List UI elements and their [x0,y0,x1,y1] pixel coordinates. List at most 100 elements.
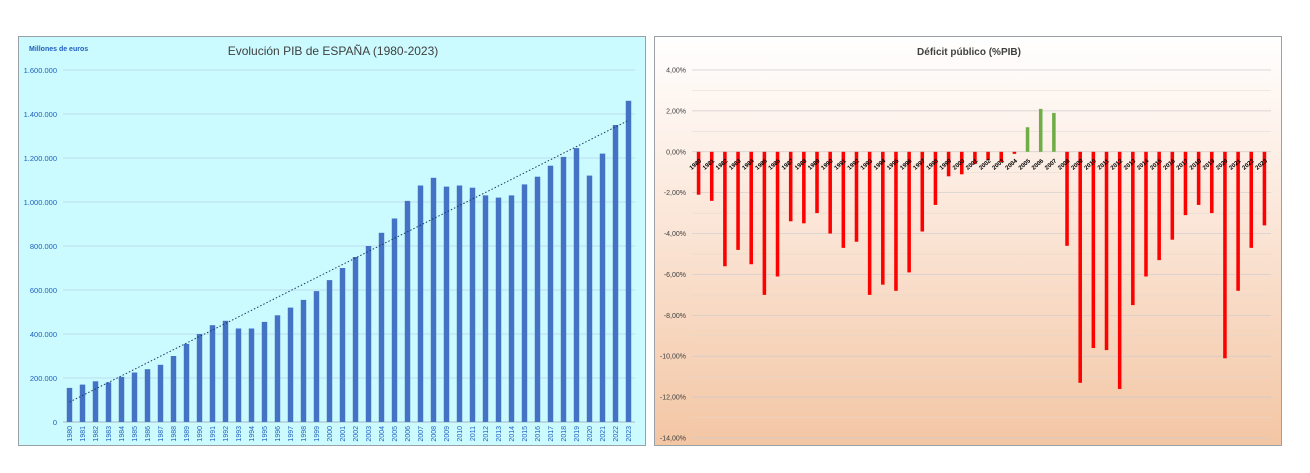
gdp-y-tick-label: 1.400.000 [24,110,57,119]
gdp-bar [79,384,86,422]
gdp-bar [625,100,632,423]
gdp-x-tick-label: 2009 [444,426,451,442]
deficit-bar [894,151,898,291]
gdp-y-tick-label: 600.000 [30,286,57,295]
gdp-bar [300,299,307,422]
deficit-y-tick-label: 2,00% [666,108,686,115]
gdp-chart: Evolución PIB de ESPAÑA (1980-2023) Millo… [24,44,635,442]
gdp-x-tick-label: 2005 [392,426,399,442]
deficit-bar [920,151,925,232]
deficit-bar [1091,151,1096,349]
gdp-x-tick-label: 2017 [548,426,555,442]
gdp-x-tick-label: 2000 [327,426,334,442]
deficit-bar [815,151,819,214]
deficit-x-tick-label: 1993 [860,158,875,172]
deficit-x-tick-label: 2005 [1018,158,1033,172]
gdp-x-tick-label: 1997 [288,426,295,442]
deficit-bar [1052,112,1056,152]
gdp-x-tick-label: 2021 [600,426,607,442]
gdp-bar [183,343,190,422]
gdp-bar [209,325,216,422]
deficit-bar [1183,151,1188,216]
deficit-y-tick-label: -6,00% [664,272,686,279]
gdp-bar [469,187,476,422]
gdp-bar [599,153,606,422]
deficit-bar [775,151,780,277]
deficit-y-tick-label: 4,00% [666,68,686,75]
gdp-bar [586,175,593,422]
gdp-bar [313,291,320,422]
gdp-x-tick-label: 2020 [587,426,594,442]
deficit-bar [696,151,701,195]
gdp-bar [534,176,541,422]
deficit-x-tick-label: 1989 [807,158,822,172]
deficit-x-tick-label: 1992 [847,158,862,172]
gdp-x-tick-label: 2006 [405,426,412,442]
gdp-y-tick-label: 0 [53,418,57,427]
gdp-bar [248,328,255,422]
deficit-bar [999,151,1004,162]
deficit-x-tick-label: 1980 [689,158,704,172]
gdp-bar [66,387,73,422]
gdp-bar [573,148,580,422]
deficit-x-tick-label: 2018 [1189,158,1204,172]
gdp-x-tick-label: 1985 [132,426,139,442]
gdp-bar [417,185,424,422]
deficit-x-tick-label: 1991 [834,158,849,172]
deficit-x-tick-label: 1983 [728,158,743,172]
gdp-x-tick-label: 2019 [574,426,581,442]
gdp-x-tick-label: 1986 [145,426,152,442]
gdp-bar [261,321,268,422]
gdp-x-tick-label: 2007 [418,426,425,442]
deficit-bar [802,151,806,224]
gdp-x-tick-label: 1989 [184,426,191,442]
deficit-y-tick-label: -10,00% [660,354,686,361]
gdp-bar [495,197,502,422]
deficit-y-tick-label: -14,00% [660,436,686,443]
deficit-x-tick-label: 1988 [794,158,809,172]
gdp-bar [482,195,489,422]
gdp-y-tick-label: 1.000.000 [24,198,57,207]
deficit-x-tick-label: 2022 [1242,158,1257,172]
deficit-bar [1157,151,1161,261]
deficit-y-tick-label: -12,00% [660,395,686,402]
gdp-x-tick-label: 1998 [301,426,308,442]
gdp-x-tick-label: 2018 [561,426,568,442]
gdp-x-tick-label: 1991 [210,426,217,442]
deficit-x-tick-label: 2012 [1110,158,1125,172]
gdp-bar [105,382,112,422]
deficit-bar [1210,151,1214,214]
gdp-bar [430,177,437,422]
deficit-x-tick-label: 2003 [992,158,1007,172]
gdp-bar [391,218,398,422]
deficit-bar [1117,151,1122,389]
gdp-bar [118,376,125,422]
gdp-bar [521,184,528,422]
deficit-x-tick-label: 2021 [1228,158,1243,172]
gdp-x-tick-label: 2001 [340,426,347,442]
gdp-bar [560,156,567,422]
deficit-bar [762,151,767,295]
gdp-bar [443,186,450,422]
deficit-x-tick-label: 2002 [978,158,993,172]
gdp-bar [235,328,242,422]
deficit-x-tick-label: 2019 [1202,158,1217,172]
gdp-y-tick-label: 800.000 [30,242,57,251]
deficit-bar [1078,151,1082,383]
deficit-bar [1249,151,1254,248]
deficit-x-tick-label: 2000 [952,158,967,172]
deficit-x-tick-label: 2013 [1123,158,1138,172]
gdp-unit-label: Millones de euros [29,46,88,53]
deficit-x-tick-label: 2017 [1176,158,1191,172]
deficit-bar [749,151,753,265]
deficit-x-tick-label: 1999 [939,158,954,172]
gdp-x-tick-label: 1992 [223,426,230,442]
gdp-bar [157,364,164,422]
gdp-y-tick-label: 1.600.000 [24,66,57,75]
deficit-bar [828,151,832,234]
deficit-x-tick-label: 2008 [1057,158,1072,172]
gdp-x-tick-label: 2013 [496,426,503,442]
gdp-x-tick-label: 1999 [314,426,321,442]
gdp-x-tick-label: 1982 [93,426,100,442]
deficit-x-tick-label: 1995 [886,158,901,172]
